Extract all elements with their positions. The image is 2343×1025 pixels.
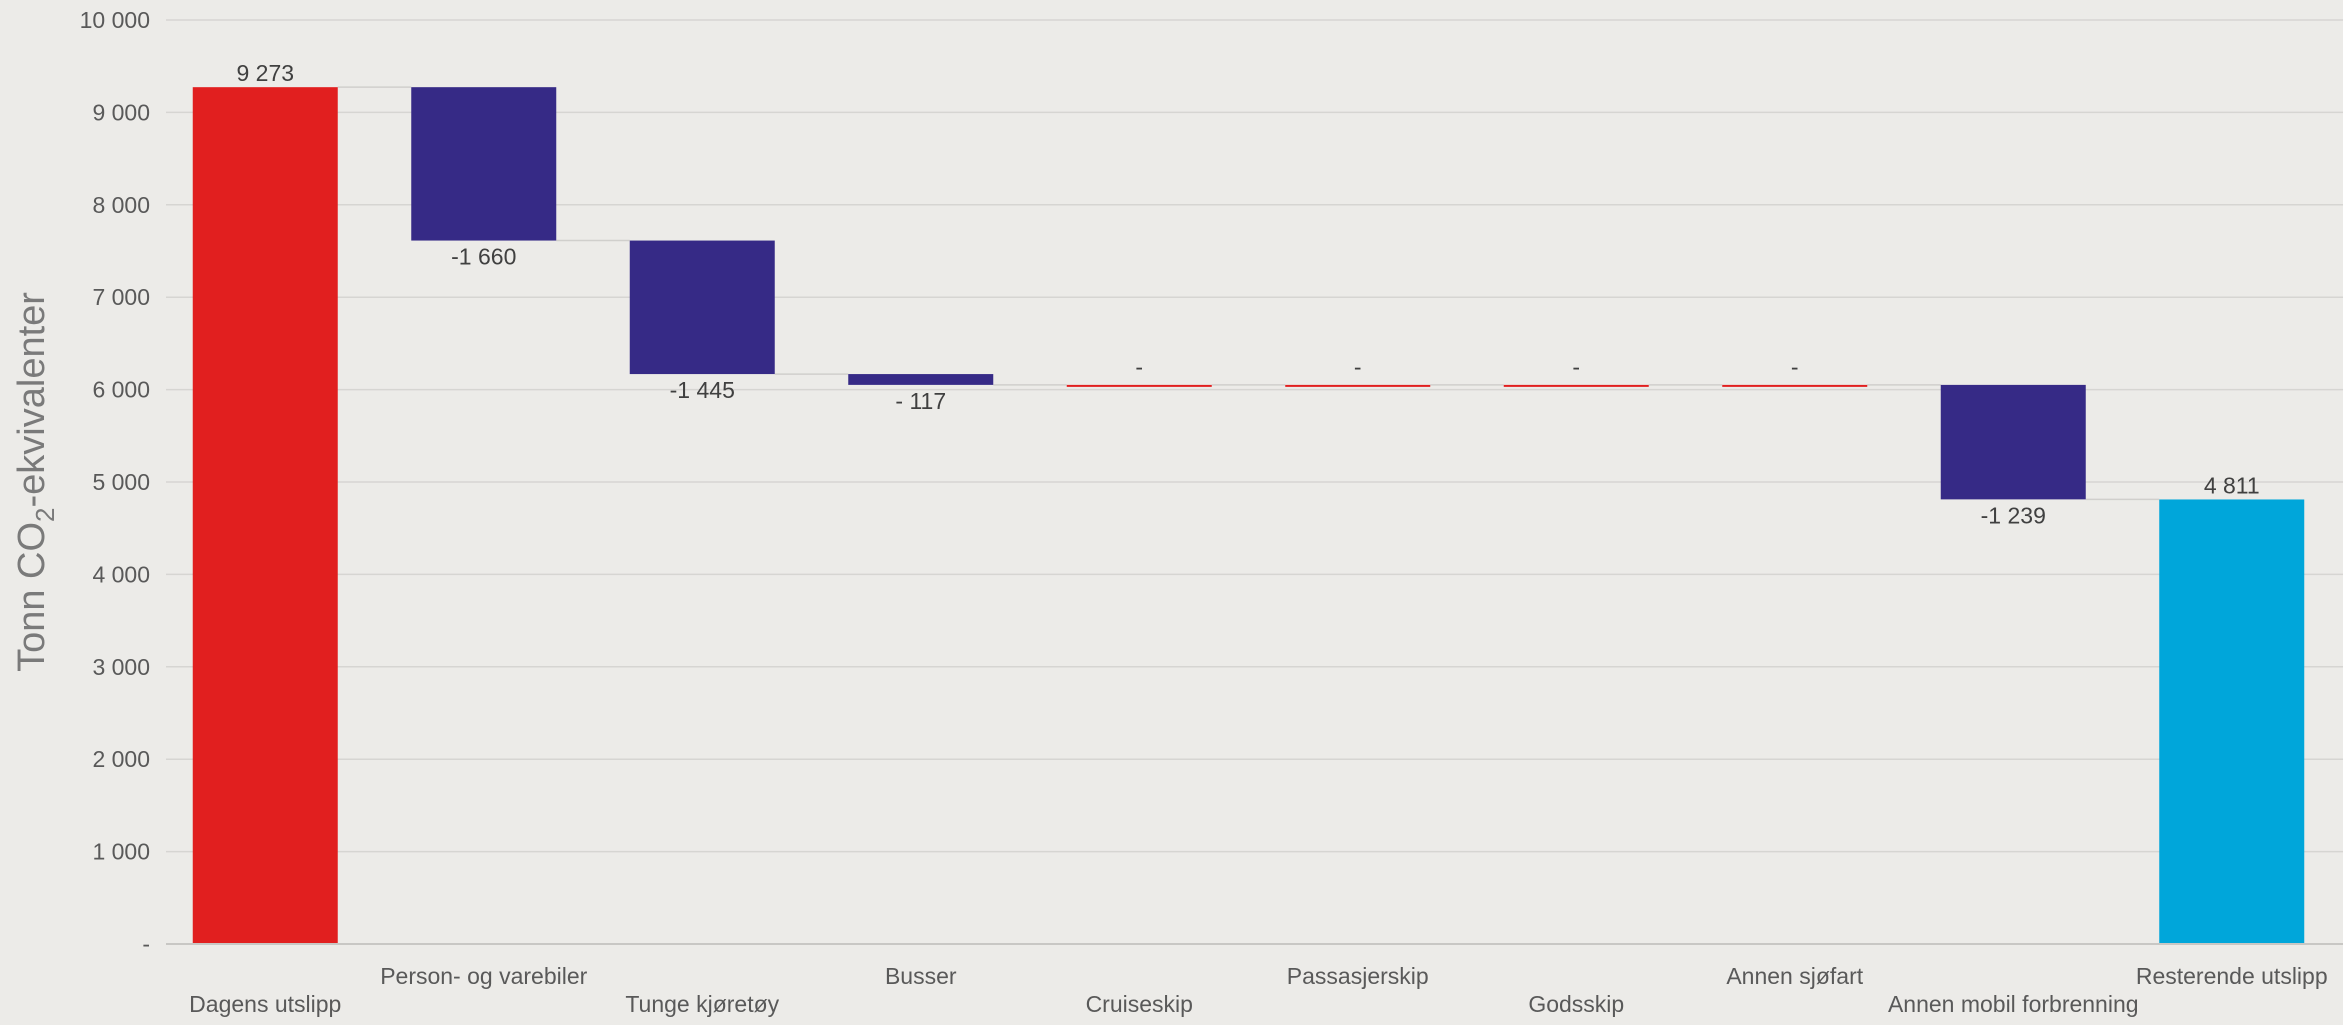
y-tick-label: 6 000 [92, 377, 150, 403]
data-label: - [1354, 354, 1362, 380]
x-tick-label: Annen mobil forbrenning [1888, 991, 2139, 1017]
x-tick-label: Tunge kjøretøy [625, 991, 779, 1017]
y-axis-title: Tonn CO2-ekvivalenter [11, 292, 60, 672]
bar-8 [1940, 384, 2086, 500]
data-label: - [1791, 354, 1799, 380]
x-tick-label: Dagens utslipp [189, 991, 341, 1017]
y-axis-ticks: - 1 000 2 000 3 000 4 000 5 000 6 000 7 000 8 00… [80, 7, 150, 957]
y-tick-label: 5 000 [92, 469, 150, 495]
y-tick-label: 7 000 [92, 284, 150, 310]
data-label: 4 811 [2204, 472, 2260, 498]
bar-4 [1066, 384, 1212, 387]
data-label: - [1135, 354, 1143, 380]
bar-2 [629, 240, 775, 375]
data-label: - [1572, 354, 1580, 380]
bar-1 [411, 87, 557, 241]
x-tick-label: Annen sjøfart [1726, 963, 1863, 989]
y-tick-label: - [142, 931, 150, 957]
data-label: -1 239 [1981, 502, 2046, 528]
bars [192, 87, 2305, 944]
y-tick-label: 4 000 [92, 561, 150, 587]
bar-0 [192, 87, 338, 944]
bar-9 [2159, 499, 2305, 944]
y-tick-label: 10 000 [80, 7, 150, 33]
data-label: -1 660 [451, 244, 516, 270]
y-axis-title-main: Tonn CO [11, 522, 53, 672]
x-tick-label: Person- og varebiler [380, 963, 587, 989]
x-axis-labels: Dagens utslipp Person- og varebiler Tunge … [189, 963, 2327, 1017]
y-tick-label: 1 000 [92, 839, 150, 865]
y-tick-label: 8 000 [92, 192, 150, 218]
x-tick-label: Resterende utslipp [2136, 963, 2328, 989]
bar-5 [1285, 384, 1431, 387]
data-labels: 9 273 -1 660 -1 445 - 117 - - - - -1 239 4 811 [236, 60, 2259, 528]
x-tick-label: Cruiseskip [1086, 991, 1193, 1017]
x-tick-label: Godsskip [1528, 991, 1624, 1017]
gridlines [166, 19, 2343, 853]
y-tick-label: 2 000 [92, 746, 150, 772]
x-tick-label: Busser [885, 963, 957, 989]
bar-7 [1722, 384, 1868, 387]
connectors [337, 86, 2160, 501]
data-label: 9 273 [236, 60, 294, 86]
x-tick-label: Passasjerskip [1287, 963, 1429, 989]
bar-3 [848, 374, 994, 385]
y-tick-label: 3 000 [92, 654, 150, 680]
data-label: - 117 [895, 388, 946, 414]
y-tick-label: 9 000 [92, 99, 150, 125]
bar-6 [1503, 384, 1649, 387]
y-axis-title-rest: -ekvivalenter [11, 292, 53, 508]
data-label: -1 445 [670, 377, 735, 403]
y-axis-title-subscript: 2 [30, 507, 60, 521]
